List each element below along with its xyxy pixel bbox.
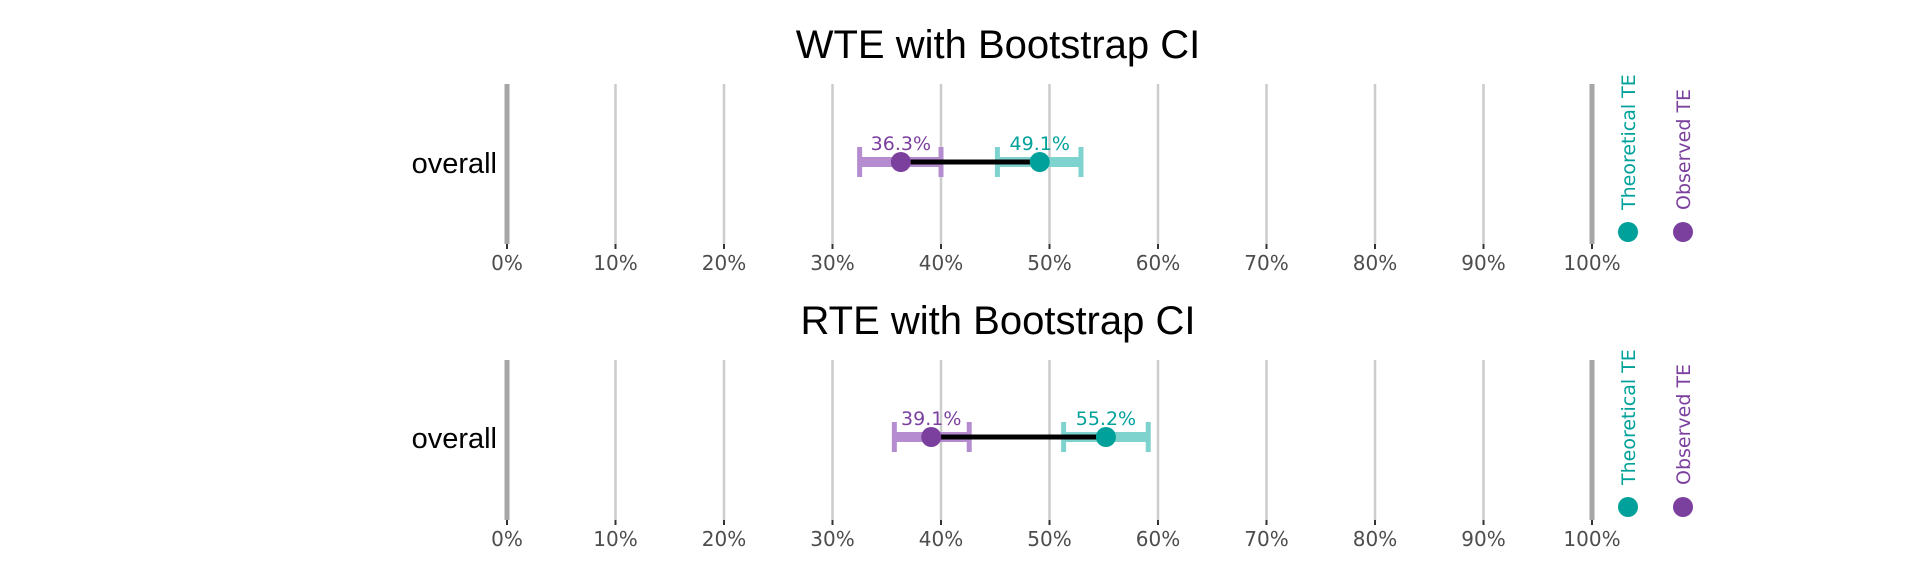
theoretical-point bbox=[1095, 427, 1116, 447]
legend-observed-label: Observed TE bbox=[1673, 364, 1695, 485]
tick-label: 70% bbox=[1244, 251, 1288, 275]
tick-label: 100% bbox=[1563, 251, 1620, 275]
category-label: overall bbox=[412, 148, 497, 180]
tick-label: 50% bbox=[1027, 251, 1071, 275]
legend-theoretical-label: Theoretical TE bbox=[1618, 349, 1640, 486]
chart-title: WTE with Bootstrap CI bbox=[796, 23, 1201, 67]
observed-data-label: 36.3% bbox=[871, 133, 931, 155]
tick-label: 10% bbox=[593, 527, 637, 551]
theoretical-data-label: 49.1% bbox=[1010, 133, 1070, 155]
observed-point bbox=[890, 152, 911, 172]
tick-label: 80% bbox=[1353, 527, 1397, 551]
tick-label: 40% bbox=[919, 527, 963, 551]
tick-label: 0% bbox=[491, 251, 523, 275]
tick-label: 100% bbox=[1563, 527, 1620, 551]
legend-observed-dot bbox=[1673, 222, 1693, 242]
legend-observed-dot bbox=[1673, 497, 1693, 517]
theoretical-data-label: 55.2% bbox=[1076, 408, 1136, 430]
observed-data-label: 39.1% bbox=[901, 408, 961, 430]
tick-label: 10% bbox=[593, 251, 637, 275]
panel-2: RTE with Bootstrap CI 0% 10% 20% 30% 40% 50% 60… bbox=[412, 299, 1695, 551]
tick-label: 80% bbox=[1353, 251, 1397, 275]
panel-1: WTE with Bootstrap CI 0% 10% 20% 30% 40% 50% 60… bbox=[412, 23, 1695, 275]
tick-label: 90% bbox=[1461, 251, 1505, 275]
category-label: overall bbox=[412, 423, 497, 455]
chart-title: RTE with Bootstrap CI bbox=[801, 299, 1196, 343]
tick-label: 90% bbox=[1461, 527, 1505, 551]
tick-label: 0% bbox=[491, 527, 523, 551]
legend-theoretical-dot bbox=[1618, 497, 1638, 517]
tick-label: 40% bbox=[919, 251, 963, 275]
tick-label: 60% bbox=[1136, 251, 1180, 275]
legend-theoretical-label: Theoretical TE bbox=[1618, 74, 1640, 211]
theoretical-point bbox=[1029, 152, 1050, 172]
tick-label: 60% bbox=[1136, 527, 1180, 551]
observed-point bbox=[921, 427, 942, 447]
legend-observed-label: Observed TE bbox=[1673, 89, 1695, 210]
tick-label: 70% bbox=[1244, 527, 1288, 551]
tick-label: 20% bbox=[702, 251, 746, 275]
tick-label: 50% bbox=[1027, 527, 1071, 551]
legend-theoretical-dot bbox=[1618, 222, 1638, 242]
tick-label: 20% bbox=[702, 527, 746, 551]
tick-label: 30% bbox=[810, 527, 854, 551]
tick-label: 30% bbox=[810, 251, 854, 275]
